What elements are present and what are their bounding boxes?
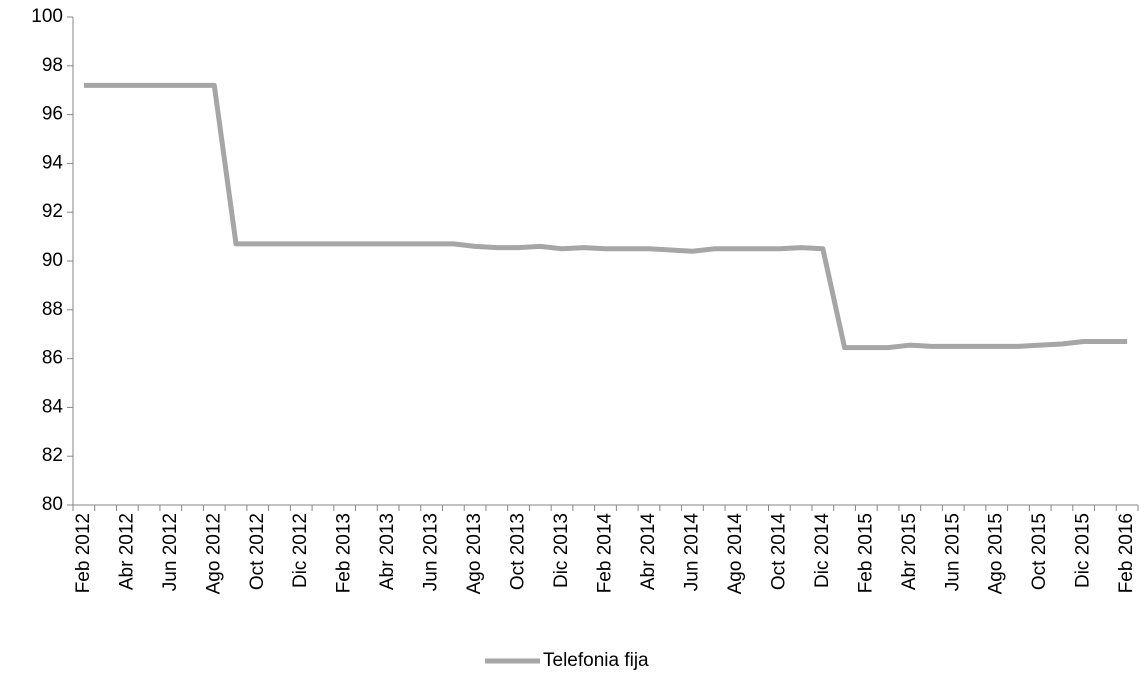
- x-tick-label: Jun 2015: [942, 513, 963, 591]
- x-tick-label: Ago 2014: [725, 513, 746, 595]
- x-tick-label: Oct 2012: [247, 513, 268, 590]
- y-tick-label: 82: [42, 445, 63, 466]
- legend-label: Telefonia fija: [543, 650, 649, 671]
- x-tick-label: Feb 2014: [595, 513, 616, 594]
- y-tick-label: 100: [31, 6, 63, 27]
- y-tick-label: 84: [42, 396, 64, 417]
- y-tick-label: 92: [42, 201, 63, 222]
- x-tick-label: Abr 2015: [899, 513, 920, 590]
- x-tick-label: Feb 2012: [73, 513, 94, 593]
- x-tick-label: Abr 2012: [116, 513, 137, 590]
- y-tick-label: 90: [42, 250, 63, 271]
- x-tick-label: Abr 2013: [377, 513, 398, 590]
- x-tick-label: Ago 2015: [986, 513, 1007, 594]
- x-tick-label: Oct 2014: [768, 513, 789, 591]
- x-tick-label: Ago 2013: [464, 513, 485, 594]
- y-tick-label: 88: [42, 299, 63, 320]
- x-tick-label: Dic 2013: [551, 513, 572, 588]
- x-tick-label: Oct 2013: [508, 513, 529, 590]
- x-tick-label: Abr 2014: [638, 513, 659, 591]
- y-tick-label: 98: [42, 55, 63, 76]
- x-tick-label: Oct 2015: [1029, 513, 1050, 590]
- x-tick-label: Feb 2016: [1116, 513, 1137, 593]
- y-tick-label: 94: [42, 152, 64, 173]
- y-tick-label: 96: [42, 104, 63, 125]
- x-tick-label: Feb 2013: [334, 513, 355, 593]
- x-tick-label: Dic 2015: [1073, 513, 1094, 588]
- x-tick-label: Dic 2014: [812, 513, 833, 588]
- x-tick-label: Jun 2014: [681, 513, 702, 592]
- y-tick-label: 80: [42, 494, 63, 515]
- x-tick-label: Jun 2013: [421, 513, 442, 591]
- x-tick-label: Ago 2012: [203, 513, 224, 594]
- data-line: [83, 82, 1128, 351]
- x-tick-label: Jun 2012: [160, 513, 181, 591]
- y-tick-label: 86: [42, 348, 63, 369]
- x-tick-label: Dic 2012: [290, 513, 311, 588]
- x-tick-label: Feb 2015: [855, 513, 876, 593]
